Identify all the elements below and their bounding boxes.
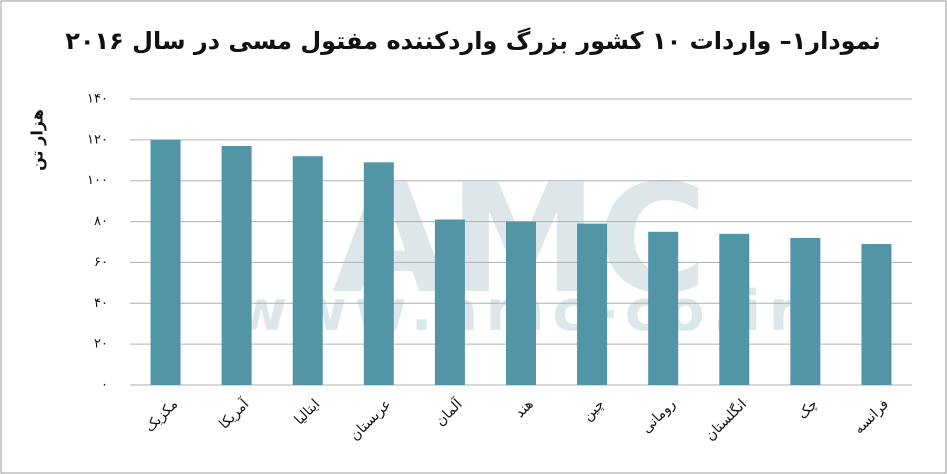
y-tick-label: ۱۴۰ — [87, 92, 108, 107]
bar — [292, 156, 323, 385]
bar — [861, 244, 892, 385]
bar — [434, 219, 465, 385]
y-tick-label: ۱۰۰ — [87, 173, 108, 188]
y-tick-label: ۲۰ — [94, 337, 108, 352]
bar — [221, 145, 252, 385]
bar — [363, 162, 394, 385]
y-tick-label: ۸۰ — [94, 214, 108, 229]
y-tick-label: ۰ — [101, 378, 108, 393]
y-tick-label: ۶۰ — [94, 255, 108, 270]
y-tick-label: ۴۰ — [94, 296, 108, 311]
chart-title: نمودار۱– واردات ۱۰ کشور بزرگ واردکننده م… — [65, 27, 881, 55]
bar — [790, 237, 821, 385]
bar — [648, 231, 679, 385]
y-axis-label: هزار تن — [28, 109, 47, 171]
bar — [150, 139, 181, 385]
bar — [506, 221, 536, 385]
y-tick-label: ۱۲۰ — [87, 132, 108, 147]
bar — [577, 223, 608, 385]
bar — [719, 233, 750, 385]
